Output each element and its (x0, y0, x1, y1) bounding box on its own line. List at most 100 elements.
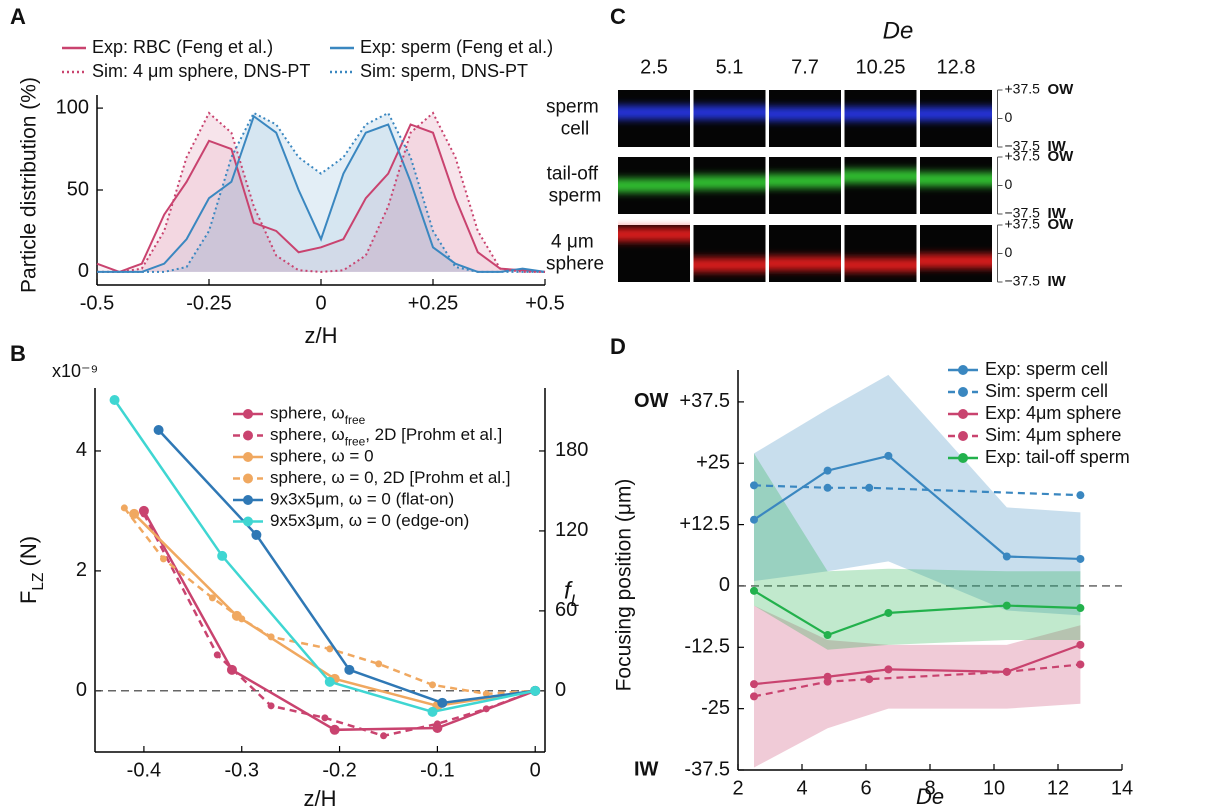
x-axis-label: De (916, 784, 944, 808)
y-tick-label: 50 (67, 178, 89, 200)
line (123, 507, 536, 696)
point (1002, 601, 1011, 610)
legend-marker (243, 495, 253, 505)
legend-label: Exp: tail-off sperm (985, 447, 1130, 467)
row-tick-label: −37.5 (1005, 273, 1041, 289)
focus-band (769, 106, 841, 121)
point (427, 706, 438, 717)
point (267, 633, 275, 641)
legend-label: 9x5x3μm, ω = 0 (edge-on) (270, 511, 469, 530)
x-tick-label: 6 (860, 777, 871, 799)
x-tick-label: -0.2 (322, 759, 356, 781)
x-tick-label: 0 (315, 292, 326, 314)
legend-label: sphere, ω = 0, 2D [Prohm et al.] (270, 468, 511, 487)
y-axis-label: FLZ (N) (16, 536, 47, 604)
point (1002, 667, 1011, 676)
y2-tick-label: 0 (555, 679, 566, 701)
legend-marker (243, 409, 253, 419)
point (217, 550, 228, 561)
point (326, 645, 334, 653)
legend-label: sphere, ωfree (270, 403, 366, 427)
focus-band (693, 105, 766, 120)
focus-band (769, 173, 841, 188)
x-tick-label: 2 (732, 777, 743, 799)
y-axis-label: Focusing position (μm) (613, 479, 636, 692)
grid-title: De (883, 17, 914, 44)
band (754, 605, 1081, 768)
point (324, 676, 335, 687)
point (380, 732, 388, 740)
panel-b: -0.4 -0.3 -0.2 -0.1 0 0 2 4 0 60 120 180 (76, 388, 588, 781)
y-tick-label: +12.5 (679, 513, 730, 535)
row-tick-label: +37.5 (1005, 81, 1041, 97)
legend-marker (243, 430, 253, 441)
column-label: 12.8 (937, 56, 976, 78)
y2-tick-label: 60 (555, 599, 577, 621)
panel-label: B (10, 341, 26, 366)
point (375, 660, 383, 668)
point (482, 690, 490, 698)
row-tick-label: −37.5 (1005, 205, 1041, 221)
point (823, 631, 832, 640)
legend-label: Sim: sperm cell (985, 381, 1108, 401)
focus-band (920, 106, 992, 121)
point (865, 675, 874, 684)
point (1076, 604, 1085, 613)
focus-band (618, 227, 690, 242)
point (429, 681, 436, 689)
legend-marker (243, 473, 253, 484)
y-tick-label: +25 (696, 452, 730, 474)
point (153, 424, 164, 435)
legend-marker (958, 453, 968, 463)
band (754, 453, 1081, 650)
panel-label: A (10, 4, 26, 29)
x-tick-label: 8 (924, 777, 935, 799)
legend-label: Exp: RBC (Feng et al.) (92, 37, 273, 57)
y-tick-label: 100 (56, 96, 89, 118)
y2-tick-label: 180 (555, 439, 588, 461)
panel-label: C (610, 4, 626, 29)
legend-label: Exp: sperm cell (985, 359, 1108, 379)
y-tick-label: 2 (76, 559, 87, 581)
point (1076, 554, 1085, 563)
point (1076, 660, 1085, 669)
point (884, 451, 893, 460)
panel-d: 2 4 6 8 10 12 14 -37.5 -25 -12.5 0 +12.5 +25 +37.5 (679, 370, 1133, 799)
point (530, 685, 541, 696)
point (823, 483, 832, 492)
legend-label: Exp: sperm (Feng et al.) (360, 37, 553, 57)
column-label: 2.5 (640, 56, 668, 78)
x-tick-label: -0.5 (80, 292, 114, 314)
point (437, 697, 448, 708)
y-tick-label: -37.5 (684, 758, 730, 780)
point (238, 615, 246, 623)
row-tick-label: 0 (1005, 244, 1013, 260)
area (97, 116, 545, 272)
point (140, 510, 148, 518)
point (750, 481, 758, 490)
image-cell (693, 225, 766, 282)
row-tick-label: 0 (1005, 176, 1013, 192)
ow-label: OW (1048, 216, 1075, 233)
ow-label: OW (634, 390, 669, 412)
column-label: 7.7 (791, 56, 819, 78)
legend-label: Sim: 4 μm sphere, DNS-PT (92, 61, 310, 81)
point (884, 665, 893, 674)
line (142, 513, 536, 738)
focus-band (618, 178, 690, 193)
y-axis-label: Particle distribution (%) (18, 77, 41, 293)
line (96, 123, 546, 273)
y-tick-label: +37.5 (679, 390, 730, 412)
line (753, 484, 1081, 497)
panel-a: -0.5 -0.25 0 +0.25 +0.5 0 50 100 (56, 95, 565, 314)
ow-label: OW (1048, 148, 1075, 165)
legend-marker (958, 365, 968, 375)
row-label: tail-off sperm (547, 164, 604, 207)
y-tick-label: 0 (78, 260, 89, 282)
point (329, 724, 340, 735)
point (750, 586, 758, 595)
x-tick-label: 10 (983, 777, 1005, 799)
y2-tick-label: 120 (555, 519, 588, 541)
legend-marker (958, 409, 968, 419)
